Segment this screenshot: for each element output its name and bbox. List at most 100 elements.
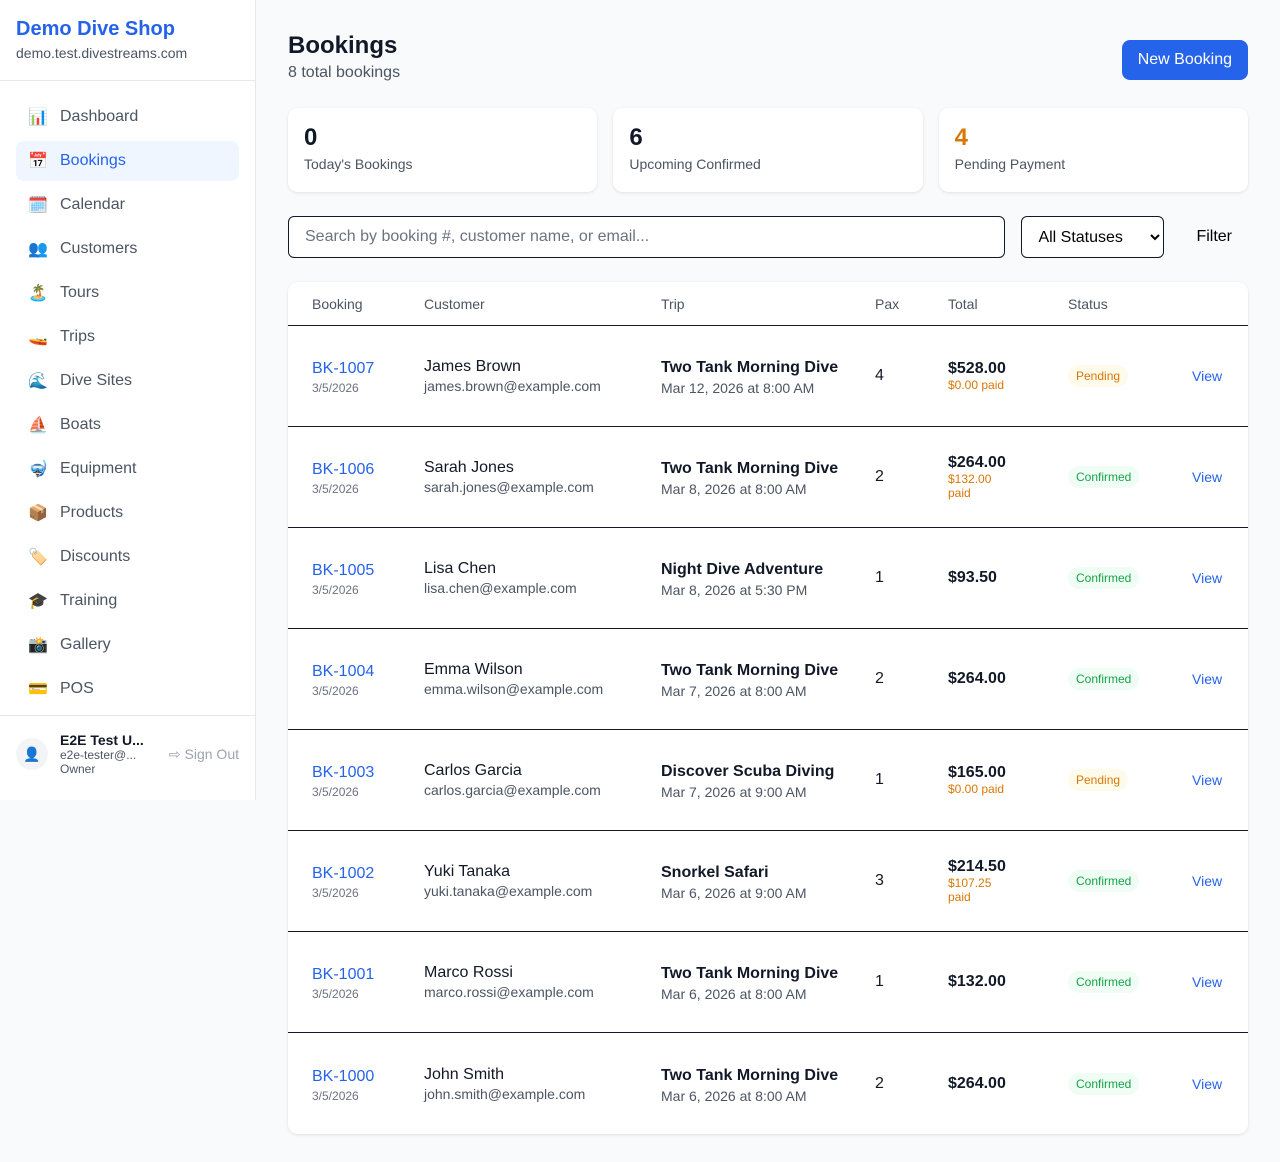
table-row: BK-1006 3/5/2026 Sarah Jones sarah.jones@e… — [288, 427, 1248, 528]
sidebar-item-customers[interactable]: 👥 Customers — [16, 229, 239, 269]
view-link[interactable]: View — [1192, 1075, 1223, 1092]
table-header: Booking Customer Trip Pax Total Status — [288, 282, 1248, 326]
view-link[interactable]: View — [1192, 469, 1223, 485]
stat-label: Pending Payment — [954, 156, 1066, 172]
trip-time: Mar 8, 2026 at 8:00 AM — [661, 481, 807, 497]
table-row: BK-1004 3/5/2026 Emma Wilson emma.wilson@e… — [288, 629, 1248, 730]
customer-name: Marco Rossi — [424, 964, 513, 981]
trips-icon: 🚤 — [28, 329, 48, 346]
calendar-icon: 🗓️ — [28, 197, 48, 214]
sidebar-item-calendar[interactable]: 🗓️ Calendar — [16, 185, 239, 225]
booking-link[interactable]: BK-1006 — [312, 461, 375, 478]
main-content: Bookings 8 total bookings New Booking 0 T… — [288, 32, 1248, 1134]
table-row: BK-1001 3/5/2026 Marco Rossi marco.rossi@e… — [288, 932, 1248, 1033]
sidebar-item-label: Tours — [60, 284, 100, 301]
booking-link[interactable]: BK-1003 — [312, 764, 375, 781]
trip-name: Night Dive Adventure — [661, 561, 824, 578]
trip-name: Two Tank Morning Dive — [661, 359, 839, 376]
table-row: BK-1003 3/5/2026 Carlos Garcia carlos.garc… — [288, 730, 1248, 831]
customer-name: Emma Wilson — [424, 661, 523, 678]
status-select[interactable]: All Statuses — [1021, 216, 1165, 258]
view-link[interactable]: View — [1192, 570, 1223, 586]
sidebar-item-training[interactable]: 🎓 Training — [16, 581, 239, 621]
view-link[interactable]: View — [1192, 873, 1223, 889]
bookings-icon: 📅 — [28, 153, 48, 170]
trip-name: Two Tank Morning Dive — [661, 965, 839, 982]
search-input[interactable] — [288, 216, 1006, 258]
total-amount: $528.00 — [948, 360, 1006, 377]
table-row: BK-1000 3/5/2026 John Smith john.smith@exa… — [288, 1033, 1248, 1134]
tours-icon: 🏝️ — [28, 285, 48, 302]
products-icon: 📦 — [28, 505, 48, 522]
sidebar-item-label: POS — [60, 680, 94, 697]
customer-email: sarah.jones@example.com — [424, 479, 594, 495]
customer-name: Sarah Jones — [424, 459, 514, 476]
sign-out-label: Sign Out — [184, 745, 239, 762]
booking-link[interactable]: BK-1001 — [312, 966, 375, 983]
discounts-icon: 🏷️ — [28, 549, 48, 566]
booking-link[interactable]: BK-1000 — [312, 1067, 375, 1085]
customer-name: Lisa Chen — [424, 560, 497, 577]
view-link[interactable]: View — [1192, 772, 1223, 788]
stat-card: 6 Upcoming Confirmed — [613, 108, 923, 192]
shop-domain: demo.test.divestreams.com — [16, 45, 188, 61]
sidebar-item-label: Boats — [60, 416, 101, 433]
trip-time: Mar 7, 2026 at 9:00 AM — [661, 784, 807, 800]
sidebar: Demo Dive Shop demo.test.divestreams.com… — [0, 0, 256, 800]
pax: 1 — [875, 771, 884, 788]
booking-link[interactable]: BK-1007 — [312, 360, 375, 377]
view-link[interactable]: View — [1192, 368, 1223, 384]
booking-link[interactable]: BK-1005 — [312, 562, 375, 579]
sidebar-item-label: Discounts — [60, 548, 131, 565]
sidebar-item-discounts[interactable]: 🏷️ Discounts — [16, 537, 239, 577]
sidebar-item-products[interactable]: 📦 Products — [16, 493, 239, 533]
booking-date: 3/5/2026 — [312, 482, 359, 496]
sidebar-item-tours[interactable]: 🏝️ Tours — [16, 273, 239, 313]
sidebar-item-label: Products — [60, 504, 124, 521]
shop-name[interactable]: Demo Dive Shop — [16, 18, 175, 40]
trip-time: Mar 6, 2026 at 8:00 AM — [661, 1087, 807, 1104]
booking-date: 3/5/2026 — [312, 583, 359, 597]
user-panel: 👤 E2E Test U... e2e-tester@... Owner ⇨ S… — [0, 715, 255, 792]
column-header: Customer — [424, 295, 485, 312]
total-amount: $264.00 — [948, 670, 1006, 687]
sidebar-item-dive-sites[interactable]: 🌊 Dive Sites — [16, 361, 239, 401]
trip-name: Two Tank Morning Dive — [661, 662, 839, 679]
customer-email: carlos.garcia@example.com — [424, 782, 601, 798]
bookings-table: Booking Customer Trip Pax Total Status BK-100… — [288, 282, 1248, 1134]
total-amount: $264.00 — [948, 1074, 1006, 1092]
table-row: BK-1002 3/5/2026 Yuki Tanaka yuki.tanaka@e… — [288, 831, 1248, 932]
paid-amount: $132.00 paid — [948, 472, 992, 500]
sidebar-item-pos[interactable]: 💳 POS — [16, 669, 239, 709]
pax: 1 — [875, 973, 884, 990]
filter-button[interactable]: Filter — [1180, 228, 1248, 246]
sidebar-item-gallery[interactable]: 📸 Gallery — [16, 625, 239, 665]
boats-icon: ⛵ — [28, 417, 48, 434]
sign-out-button[interactable]: ⇨ Sign Out — [169, 746, 239, 763]
sidebar-item-boats[interactable]: ⛵ Boats — [16, 405, 239, 445]
new-booking-button[interactable]: New Booking — [1121, 40, 1248, 80]
table-row: BK-1007 3/5/2026 James Brown james.brown@e… — [288, 326, 1248, 427]
pos-icon: 💳 — [28, 681, 48, 698]
sidebar-item-equipment[interactable]: 🤿 Equipment — [16, 449, 239, 489]
user-role: Owner — [60, 762, 96, 776]
sidebar-item-dashboard[interactable]: 📊 Dashboard — [16, 97, 239, 137]
booking-date: 3/5/2026 — [312, 987, 359, 1001]
stat-label: Upcoming Confirmed — [629, 156, 761, 172]
column-header: Trip — [661, 295, 685, 312]
view-link[interactable]: View — [1192, 671, 1223, 687]
stat-label: Today's Bookings — [304, 156, 413, 172]
customer-email: james.brown@example.com — [424, 378, 601, 394]
pax: 2 — [875, 1074, 884, 1092]
table-row: BK-1005 3/5/2026 Lisa Chen lisa.chen@examp… — [288, 528, 1248, 629]
sidebar-item-label: Dive Sites — [60, 372, 133, 389]
sidebar-item-bookings[interactable]: 📅 Bookings — [16, 141, 239, 181]
view-link[interactable]: View — [1192, 974, 1223, 990]
paid-amount: $107.25 paid — [948, 876, 992, 904]
booking-link[interactable]: BK-1002 — [312, 865, 375, 882]
column-header: Pax — [875, 295, 900, 312]
sidebar-item-trips[interactable]: 🚤 Trips — [16, 317, 239, 357]
booking-link[interactable]: BK-1004 — [312, 663, 375, 680]
gallery-icon: 📸 — [28, 637, 48, 654]
status-badge: Pending — [1068, 365, 1129, 387]
